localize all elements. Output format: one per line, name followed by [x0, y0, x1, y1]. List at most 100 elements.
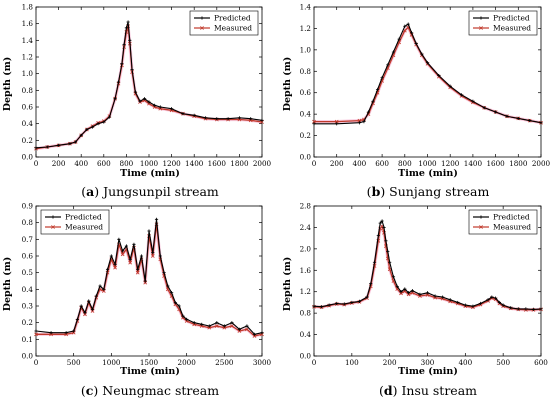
panel-c-ytick-label: 0.5	[22, 268, 34, 277]
panel-a-series-predicted-point	[158, 105, 162, 109]
panel-b-ytick-label: 0.2	[300, 131, 311, 140]
panel-d-series-predicted-point	[425, 291, 430, 295]
panel-d-series-predicted-point	[369, 282, 373, 286]
panel-c-xtick-label: 1500	[140, 358, 159, 367]
panel-b-ytick-label: 0.0	[300, 153, 312, 162]
panel-b-ytick-label: 1.4	[300, 3, 312, 12]
panel-c-series-predicted-point	[113, 262, 117, 266]
panel-b-series-predicted-point	[505, 114, 509, 118]
panel-c-series-predicted-point	[75, 317, 80, 321]
panel-d-series-predicted-point	[478, 301, 483, 306]
panel-c-series-measured-point	[120, 252, 125, 257]
panel-d-series-predicted-point	[441, 295, 445, 299]
panel-d-series-measured-point	[418, 294, 422, 298]
panel-d-series-predicted-point	[501, 303, 505, 307]
panel-b-xtick-label: 800	[398, 159, 412, 168]
panel-d-ytick-label: 0.0	[300, 352, 312, 361]
panel-c-series-predicted-point	[151, 251, 155, 255]
panel-d-series-predicted-point	[388, 260, 392, 264]
panel-b-series-predicted-point	[386, 63, 390, 67]
panel-b-series-predicted-point	[482, 106, 486, 110]
panel-a-series-predicted-point	[116, 80, 121, 84]
panel-a-legend-box	[189, 10, 259, 36]
panel-a-series-predicted-point	[153, 103, 157, 107]
panel-a-series-predicted-point	[215, 117, 219, 121]
panel-b-ytick-label: 1.2	[300, 24, 311, 33]
panel-b-series-predicted-point	[410, 31, 414, 35]
panel-a-series-predicted-point	[113, 97, 117, 101]
panel-d-series-predicted-point	[509, 306, 513, 310]
panel-d-plot: 0 100 200 300 400 500 600 0.0 0.4 0.8 1.2 1.6 2.0 2.4…	[300, 202, 549, 368]
panel-c-series-predicted-point	[139, 254, 144, 258]
panel-b-xtick-label: 400	[353, 159, 367, 168]
panel-d-series-predicted-point	[531, 307, 536, 311]
panel-b-series-predicted-point	[380, 76, 384, 80]
panel-c-series-predicted-point	[128, 257, 132, 261]
panel-a-series-predicted-point	[79, 133, 83, 137]
panel-a-series-measured-point	[260, 120, 264, 124]
panel-c-series-measured-point	[245, 327, 249, 332]
panel-d-xtick-label: 300	[421, 358, 435, 367]
panel-c-ytick-label: 0.3	[22, 302, 34, 311]
panel-c-series-predicted-point	[200, 322, 204, 326]
panel-b-legend-predicted-marker	[479, 16, 483, 20]
panel-a-xtick-label: 1200	[162, 159, 181, 168]
panel-b-series-predicted-point	[362, 120, 366, 124]
panel-c-series-predicted-point	[215, 321, 219, 325]
panel-b-xtick-label: 1600	[486, 159, 505, 168]
panel-b-legend-measured-marker	[479, 26, 483, 30]
panel-b-legend-predicted-label: Predicted	[493, 14, 530, 23]
panel-c-xtick-label: 3000	[253, 358, 272, 367]
panel-a-series-predicted-point	[73, 140, 78, 144]
panel-d-series-predicted-point	[327, 303, 331, 307]
panel-c-series-predicted-point	[166, 284, 170, 288]
panel-c-series-measured-point	[83, 312, 87, 317]
panel-b-xtick-label: 600	[375, 159, 389, 168]
panel-b-series-predicted-point	[357, 121, 361, 125]
panel-b-series-predicted-point	[448, 84, 452, 88]
panel-c-ytick-label: 0.9	[22, 202, 34, 211]
panel-b-series-predicted-point	[397, 37, 401, 41]
panel-c-series-measured-point	[229, 324, 234, 328]
panel-a-series-predicted-line	[35, 21, 263, 149]
panel-a-series-predicted-point	[45, 145, 49, 149]
panel-c-series-predicted-point	[117, 237, 121, 241]
panel-d-legend-measured-label: Measured	[493, 223, 531, 232]
panel-a-ylabel: Depth (m)	[2, 57, 13, 112]
panel-a-series-predicted-point	[68, 142, 72, 146]
panel-d-series-predicted-point	[399, 290, 403, 294]
panel-d-ytick-label: 2.4	[300, 223, 312, 232]
panel-c-series-measured-point	[90, 309, 95, 313]
panel-c-xtick-label: 0	[34, 358, 39, 367]
panel-d-xtick-label: 400	[458, 358, 472, 367]
panel-c-series-predicted-point	[98, 284, 102, 288]
panel-a-series-predicted-point	[226, 117, 230, 121]
panel-c-series-predicted-point	[207, 324, 211, 328]
panel-c-legend-box	[40, 209, 110, 235]
panel-c-legend-predicted-marker	[51, 215, 55, 219]
panel-c-series-predicted-point	[64, 331, 68, 335]
panel-d-series-predicted-point	[433, 294, 437, 298]
panel-a-series-predicted-point	[90, 125, 95, 129]
panel-b-ytick-label: 0.4	[300, 110, 312, 119]
panel-a-series-predicted-point	[120, 62, 124, 66]
panel-d-series-measured-point	[399, 291, 403, 296]
panel-b-series-predicted-point	[366, 110, 371, 114]
panel-b-xtick-label: 1400	[464, 159, 483, 168]
panel-b-caption: (b) Sunjang stream	[367, 184, 490, 199]
panel-a-series-predicted-point	[122, 42, 126, 47]
panel-d: Depth (m) Time (min) (d) Insu stream	[282, 257, 477, 398]
panel-c-series-predicted-point	[49, 331, 53, 335]
panel-b-series-measured-point	[357, 118, 362, 123]
panel-a-series-predicted-point	[170, 107, 174, 111]
panel-b-series-predicted-point	[375, 87, 380, 92]
panel-a-legend-measured-marker	[200, 26, 204, 30]
panel-d-series-predicted-point	[372, 260, 377, 264]
panel-a-series-predicted-point	[126, 20, 130, 24]
panel-d-series-predicted-point	[471, 304, 475, 308]
panel-c: Depth (m) Time (min) (c) Neungmac stream	[2, 257, 219, 398]
panel-c-series-predicted-point	[105, 267, 110, 271]
panel-d-legend-predicted-label: Predicted	[493, 213, 530, 222]
panel-a-xtick-label: 600	[97, 159, 111, 168]
